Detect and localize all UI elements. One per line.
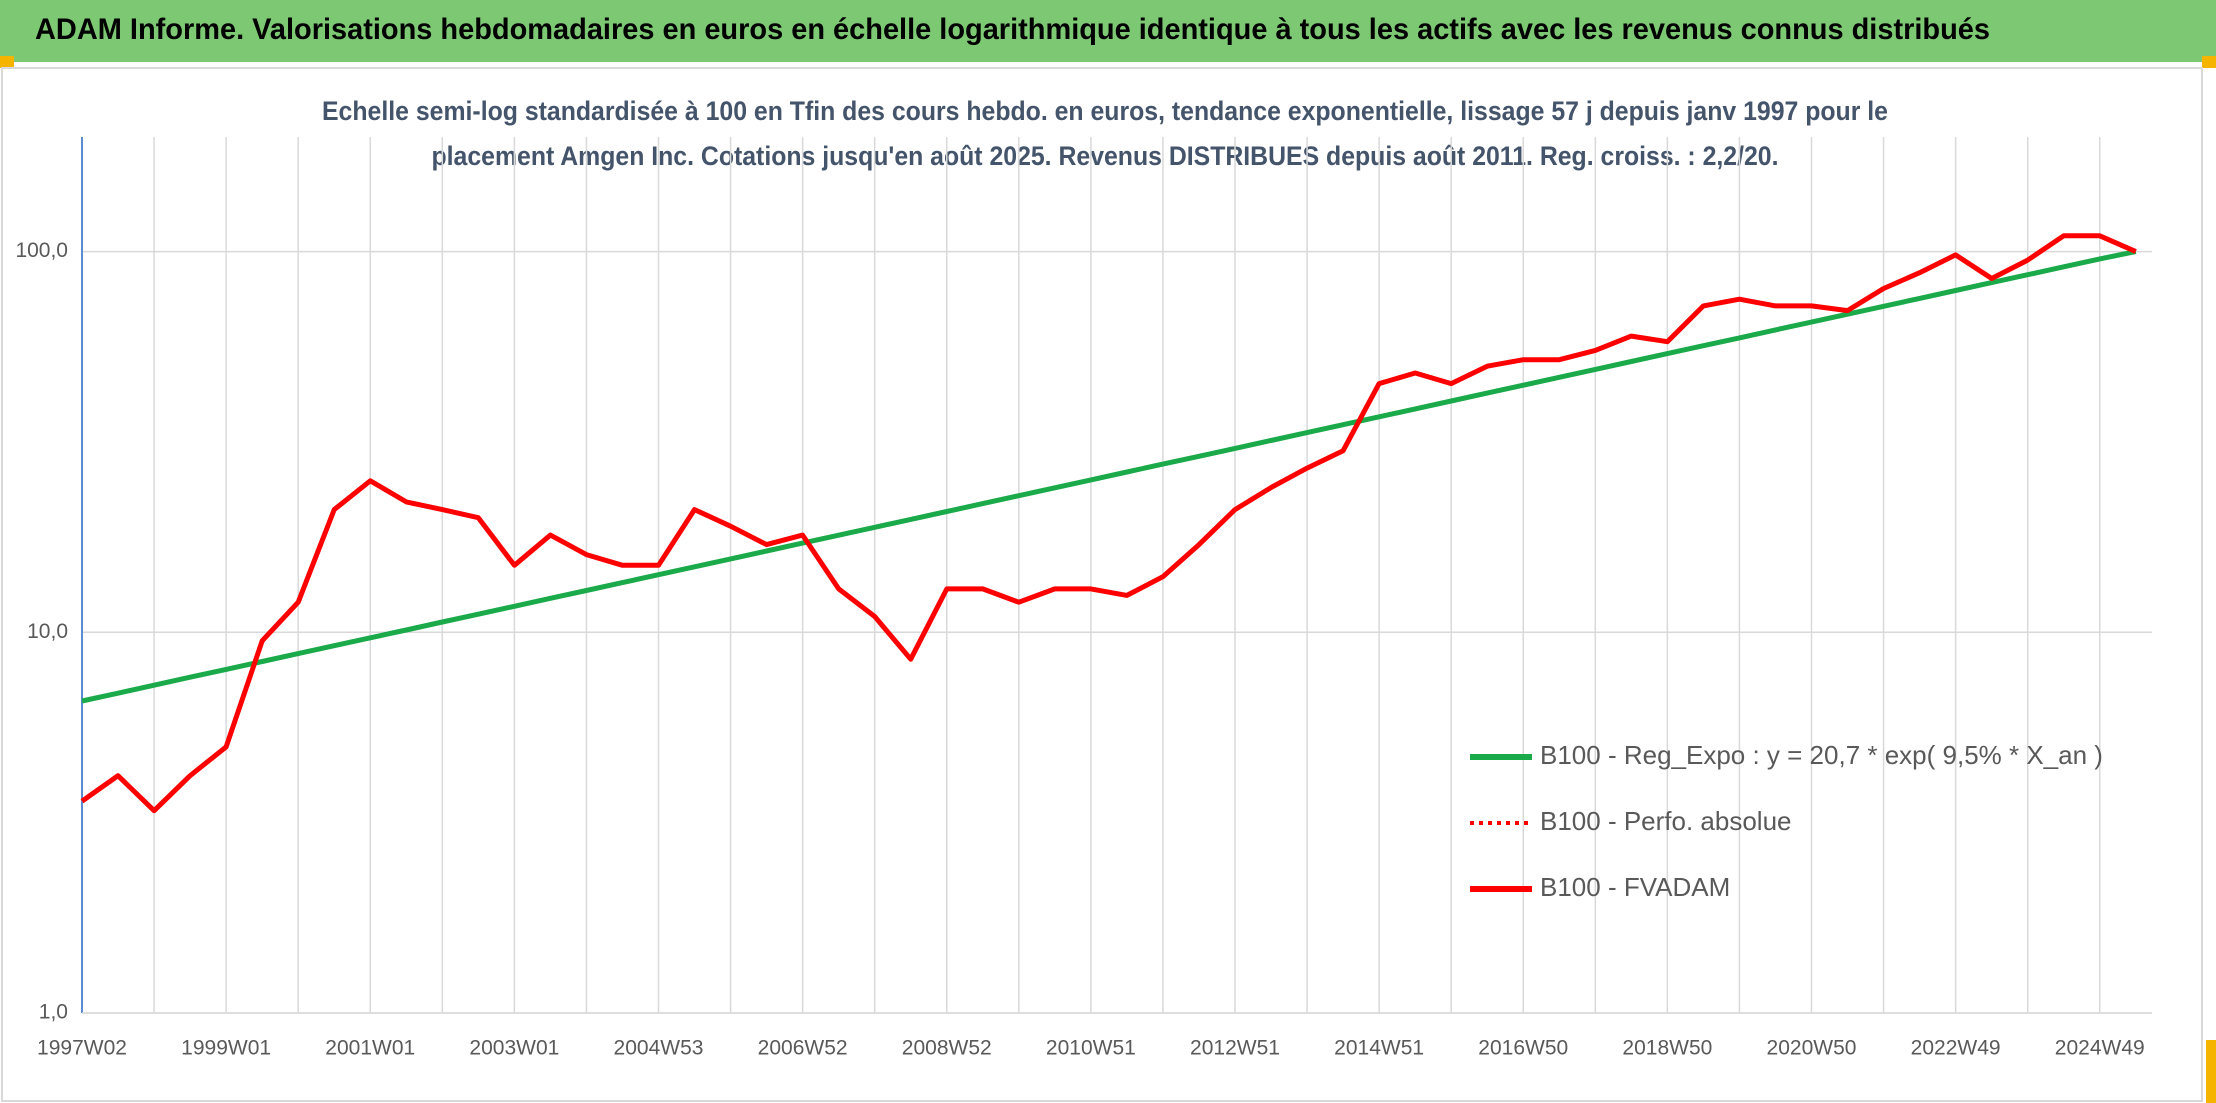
x-tick-label: 1999W01 <box>181 1037 271 1060</box>
legend-label: B100 - Perfo. absolue <box>1540 806 1792 836</box>
y-tick-label: 10,0 <box>27 620 68 643</box>
header-title: ADAM Informe. Valorisations hebdomadaire… <box>35 13 1990 46</box>
header-bar <box>0 0 2216 62</box>
chart-frame <box>1 67 2203 1102</box>
y-tick-label: 1,0 <box>39 1001 68 1024</box>
x-tick-label: 2018W50 <box>1622 1037 1712 1060</box>
subtitle: Echelle semi-log standardisée à 100 en T… <box>322 96 1888 126</box>
x-tick-label: 2004W53 <box>614 1037 704 1060</box>
y-tick-label: 100,0 <box>15 239 68 262</box>
series-line <box>81 249 2137 704</box>
grid: 1,0 10,0 100,0 1997W02 1999W01 2001W01 2003W01… <box>15 137 2152 1060</box>
x-tick-label: 2001W01 <box>325 1037 415 1060</box>
x-tick-label: 2024W49 <box>2055 1037 2145 1060</box>
x-tick-label: 2022W49 <box>1911 1037 2001 1060</box>
x-tick-label: 2014W51 <box>1334 1037 1424 1060</box>
x-tick-label: 2006W52 <box>758 1037 848 1060</box>
x-tick-label: 2020W50 <box>1767 1037 1857 1060</box>
x-tick-label: 2012W51 <box>1190 1037 1280 1060</box>
corner-mark <box>0 56 14 68</box>
plot <box>80 233 2137 814</box>
corner-mark <box>2202 56 2216 68</box>
legend-label: B100 - FVADAM <box>1540 872 1730 902</box>
x-tick-label: 2016W50 <box>1478 1037 1568 1060</box>
x-tick-label: 2003W01 <box>469 1037 559 1060</box>
x-tick-label: 1997W02 <box>37 1037 127 1060</box>
series-line <box>80 233 2137 814</box>
x-tick-label: 2010W51 <box>1046 1037 1136 1060</box>
legend-label: B100 - Reg_Expo : y = 20,7 * exp( 9,5% *… <box>1540 740 2103 770</box>
x-tick-label: 2008W52 <box>902 1037 992 1060</box>
corner-mark <box>2206 1040 2216 1103</box>
legend: B100 - Reg_Expo : y = 20,7 * exp( 9,5% *… <box>1470 740 2103 902</box>
subtitle: placement Amgen Inc. Cotations jusqu'en … <box>432 141 1779 171</box>
